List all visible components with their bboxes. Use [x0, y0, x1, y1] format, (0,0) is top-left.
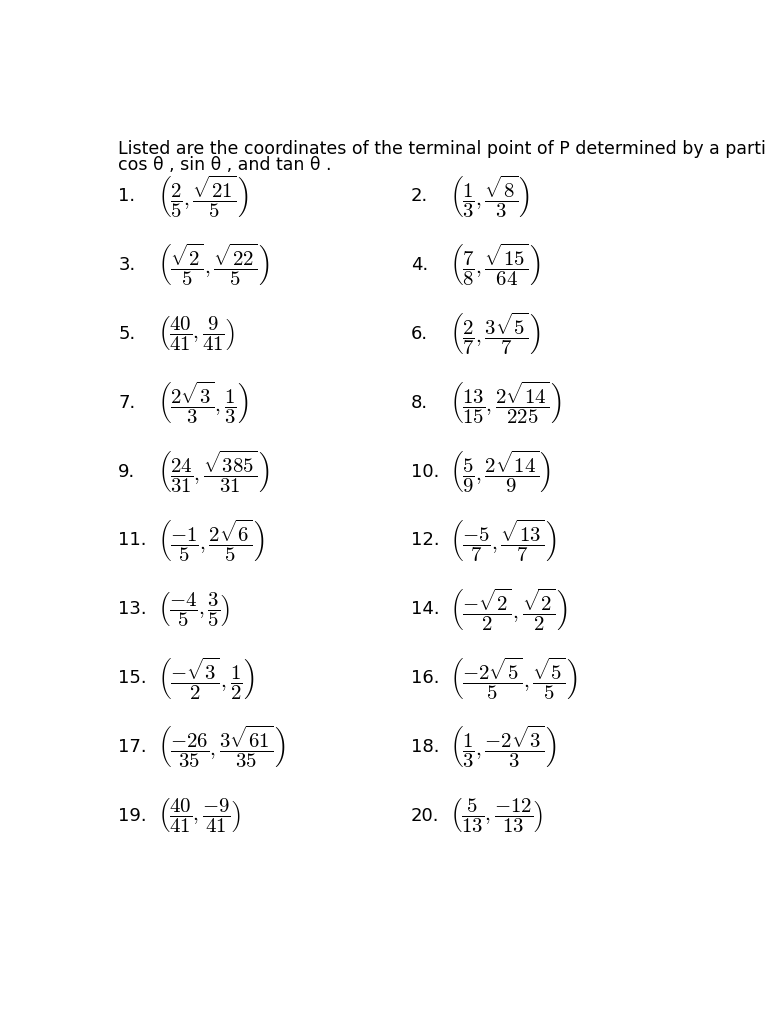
Text: 10.: 10.	[411, 462, 439, 481]
Text: Listed are the coordinates of the terminal point of P determined by a parti: Listed are the coordinates of the termin…	[118, 140, 766, 157]
Text: 3.: 3.	[118, 256, 135, 274]
Text: $\left(\dfrac{40}{41},\dfrac{9}{41}\right)$: $\left(\dfrac{40}{41},\dfrac{9}{41}\righ…	[157, 315, 235, 354]
Text: $\left(\dfrac{\sqrt{2}}{5},\dfrac{\sqrt{22}}{5}\right)$: $\left(\dfrac{\sqrt{2}}{5},\dfrac{\sqrt{…	[157, 242, 269, 289]
Text: 5.: 5.	[118, 325, 135, 343]
Text: cos θ , sin θ , and tan θ .: cos θ , sin θ , and tan θ .	[118, 155, 332, 174]
Text: 11.: 11.	[118, 531, 147, 550]
Text: 15.: 15.	[118, 670, 147, 687]
Text: 19.: 19.	[118, 807, 147, 825]
Text: 20.: 20.	[411, 807, 440, 825]
Text: $\left(\dfrac{2}{7},\dfrac{3\sqrt{5}}{7}\right)$: $\left(\dfrac{2}{7},\dfrac{3\sqrt{5}}{7}…	[450, 311, 541, 358]
Text: $\left(\dfrac{-26}{35},\dfrac{3\sqrt{61}}{35}\right)$: $\left(\dfrac{-26}{35},\dfrac{3\sqrt{61}…	[157, 723, 285, 770]
Text: $\left(\dfrac{7}{8},\dfrac{\sqrt{15}}{64}\right)$: $\left(\dfrac{7}{8},\dfrac{\sqrt{15}}{64…	[450, 242, 541, 289]
Text: $\left(\dfrac{5}{9},\dfrac{2\sqrt{14}}{9}\right)$: $\left(\dfrac{5}{9},\dfrac{2\sqrt{14}}{9…	[450, 448, 551, 495]
Text: $\left(\dfrac{-\sqrt{3}}{2},\dfrac{1}{2}\right)$: $\left(\dfrac{-\sqrt{3}}{2},\dfrac{1}{2}…	[157, 654, 254, 701]
Text: $\left(\dfrac{-\sqrt{2}}{2},\dfrac{\sqrt{2}}{2}\right)$: $\left(\dfrac{-\sqrt{2}}{2},\dfrac{\sqrt…	[450, 586, 567, 633]
Text: 13.: 13.	[118, 600, 147, 619]
Text: $\left(\dfrac{-5}{7},\dfrac{\sqrt{13}}{7}\right)$: $\left(\dfrac{-5}{7},\dfrac{\sqrt{13}}{7…	[450, 517, 557, 564]
Text: $\left(\dfrac{1}{3},\dfrac{-2\sqrt{3}}{3}\right)$: $\left(\dfrac{1}{3},\dfrac{-2\sqrt{3}}{3…	[450, 723, 557, 770]
Text: 8.: 8.	[411, 394, 428, 411]
Text: 6.: 6.	[411, 325, 428, 343]
Text: 2.: 2.	[411, 187, 428, 205]
Text: $\left(\dfrac{2}{5},\dfrac{\sqrt{21}}{5}\right)$: $\left(\dfrac{2}{5},\dfrac{\sqrt{21}}{5}…	[157, 173, 248, 219]
Text: 9.: 9.	[118, 462, 135, 481]
Text: 12.: 12.	[411, 531, 440, 550]
Text: $\left(\dfrac{1}{3},\dfrac{\sqrt{8}}{3}\right)$: $\left(\dfrac{1}{3},\dfrac{\sqrt{8}}{3}\…	[450, 173, 530, 219]
Text: 7.: 7.	[118, 394, 135, 411]
Text: $\left(\dfrac{5}{13},\dfrac{-12}{13}\right)$: $\left(\dfrac{5}{13},\dfrac{-12}{13}\rig…	[450, 797, 543, 835]
Text: 14.: 14.	[411, 600, 440, 619]
Text: 1.: 1.	[118, 187, 135, 205]
Text: $\left(\dfrac{40}{41},\dfrac{-9}{41}\right)$: $\left(\dfrac{40}{41},\dfrac{-9}{41}\rig…	[157, 797, 240, 835]
Text: $\left(\dfrac{-1}{5},\dfrac{2\sqrt{6}}{5}\right)$: $\left(\dfrac{-1}{5},\dfrac{2\sqrt{6}}{5…	[157, 517, 265, 564]
Text: 4.: 4.	[411, 256, 428, 274]
Text: 17.: 17.	[118, 738, 147, 756]
Text: $\left(\dfrac{-4}{5},\dfrac{3}{5}\right)$: $\left(\dfrac{-4}{5},\dfrac{3}{5}\right)…	[157, 590, 230, 629]
Text: 16.: 16.	[411, 670, 440, 687]
Text: $\left(\dfrac{-2\sqrt{5}}{5},\dfrac{\sqrt{5}}{5}\right)$: $\left(\dfrac{-2\sqrt{5}}{5},\dfrac{\sqr…	[450, 654, 578, 701]
Text: $\left(\dfrac{2\sqrt{3}}{3},\dfrac{1}{3}\right)$: $\left(\dfrac{2\sqrt{3}}{3},\dfrac{1}{3}…	[157, 379, 248, 426]
Text: $\left(\dfrac{13}{15},\dfrac{2\sqrt{14}}{225}\right)$: $\left(\dfrac{13}{15},\dfrac{2\sqrt{14}}…	[450, 379, 562, 426]
Text: $\left(\dfrac{24}{31},\dfrac{\sqrt{385}}{31}\right)$: $\left(\dfrac{24}{31},\dfrac{\sqrt{385}}…	[157, 448, 269, 495]
Text: 18.: 18.	[411, 738, 440, 756]
